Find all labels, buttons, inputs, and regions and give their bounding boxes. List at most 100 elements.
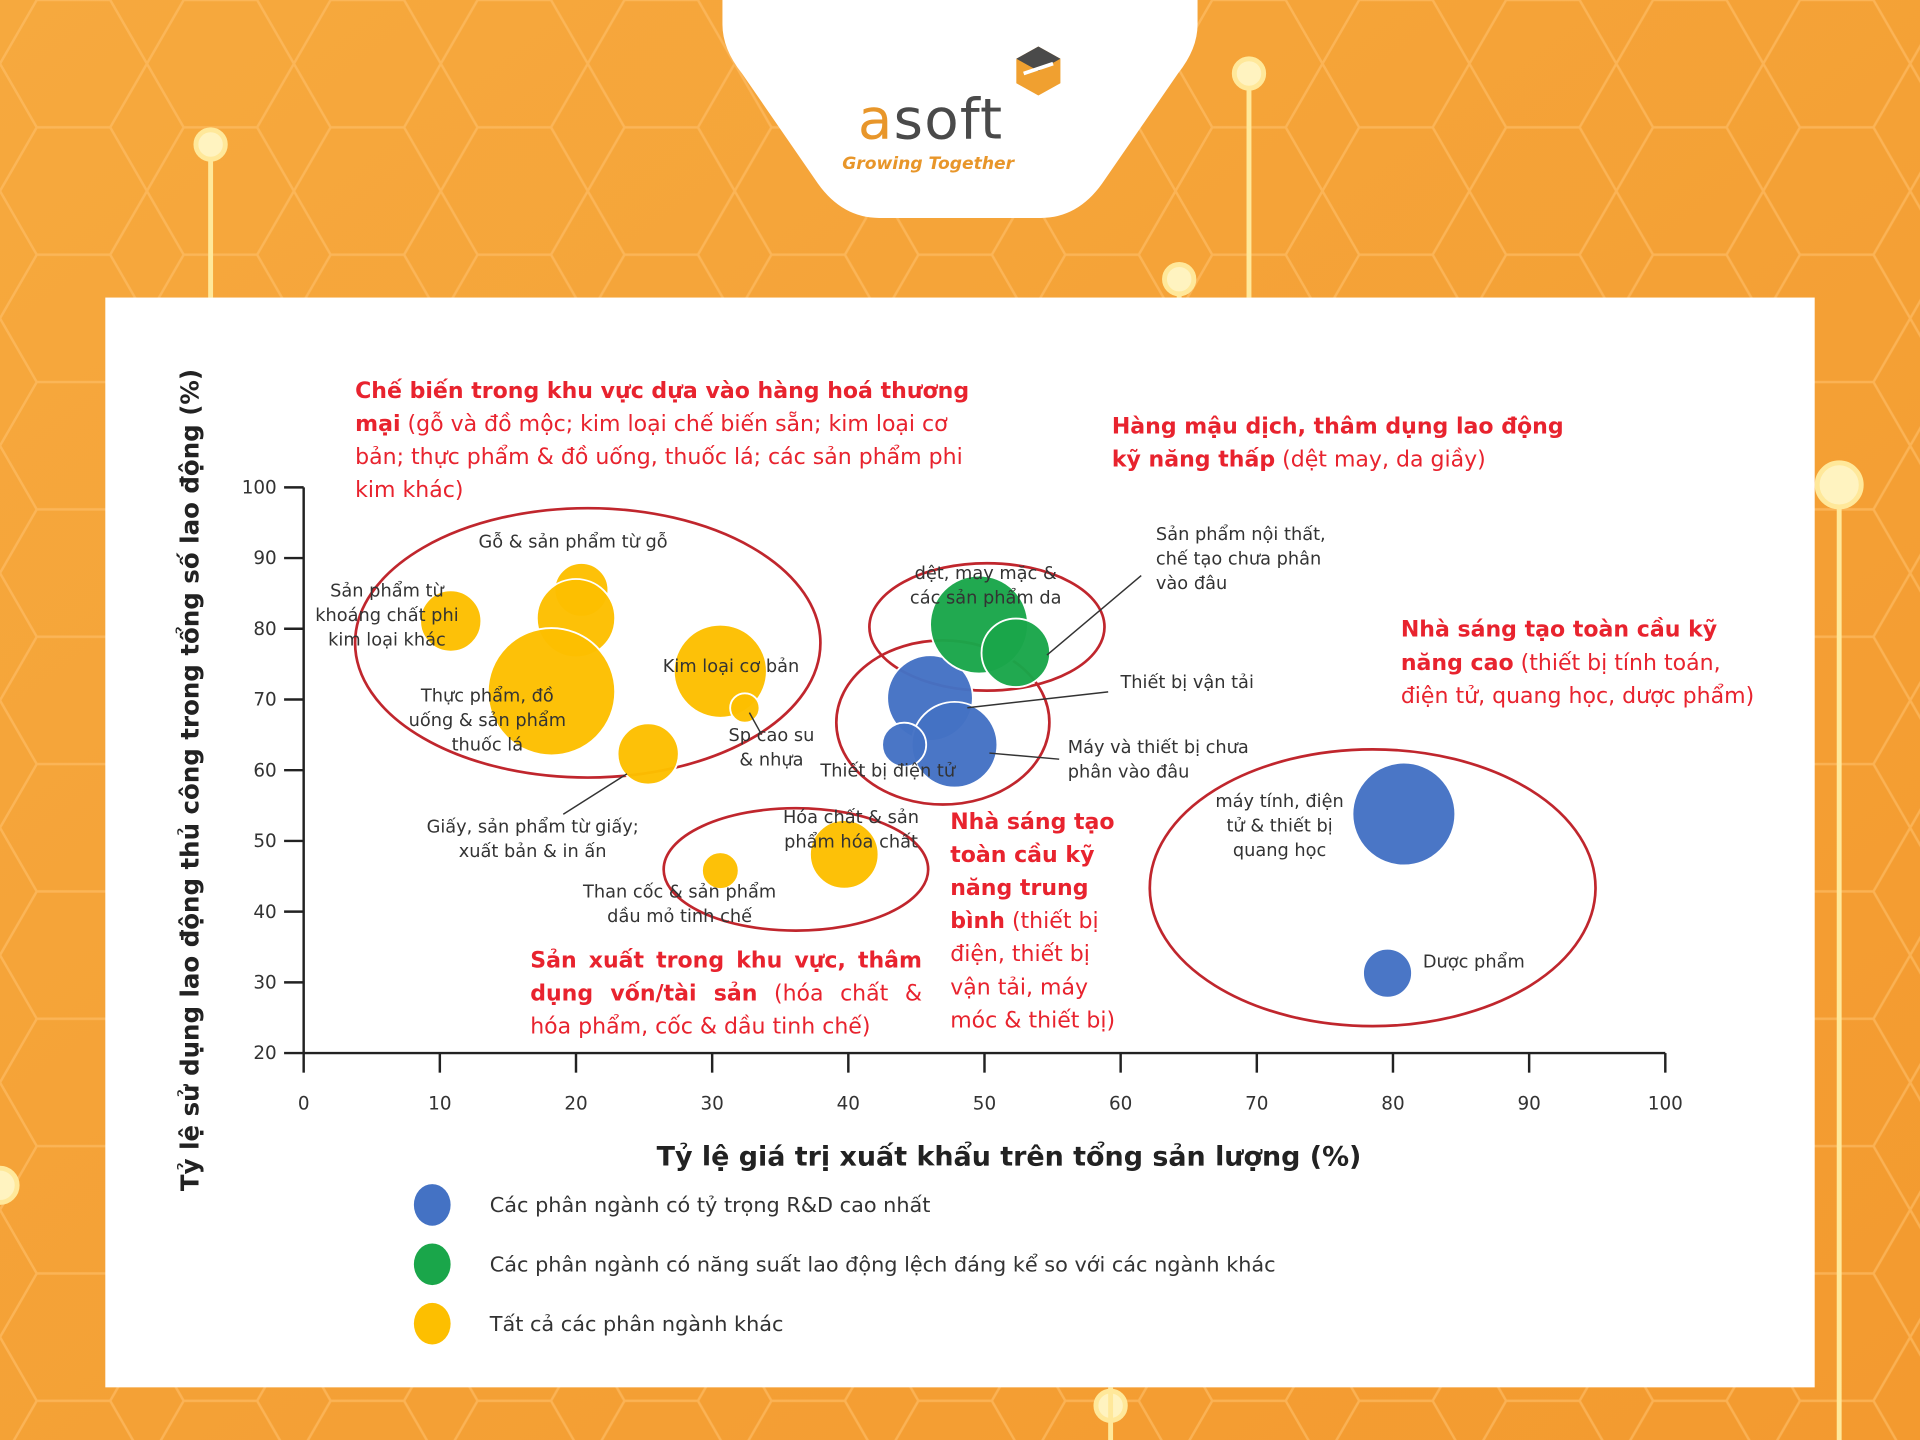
bubble-label: Hóa chất & sản phẩm hóa chất xyxy=(782,808,920,853)
bubble-label: Sp cao su & nhựa xyxy=(728,726,815,771)
group-ellipse xyxy=(662,806,930,932)
x-tick-label: 30 xyxy=(700,1093,723,1114)
x-tick-label: 90 xyxy=(1517,1093,1540,1114)
bubble-label-box: Kim loại cơ bản xyxy=(662,657,800,678)
bubble-label: Thiết bị vận tải xyxy=(1120,673,1254,694)
leader-line xyxy=(748,712,763,736)
x-tick-label: 50 xyxy=(973,1093,996,1114)
bubble-label-box: Thiết bị vận tải xyxy=(1120,673,1254,694)
logo-tab xyxy=(722,0,1198,218)
legend-marker xyxy=(413,1302,451,1345)
bubble-label-box: Sản phẩm từ khoáng chất phi kim loại khá… xyxy=(315,581,459,651)
bubble-label: Gỗ & sản phẩm từ gỗ xyxy=(478,532,668,553)
y-tick-label: 100 xyxy=(242,477,277,498)
group-ellipse xyxy=(868,561,1106,692)
bubble-label-box: Sp cao su & nhựa xyxy=(728,726,815,771)
bubble-label: Than cốc & sản phẩm dầu mỏ tinh chế xyxy=(583,882,777,927)
annotation-title: Nhà sáng tạo toàn cầu kỹ năng cao xyxy=(1400,617,1718,676)
x-axis-title: Tỷ lệ giá trị xuất khẩu trên tổng sản lư… xyxy=(657,1140,1362,1173)
annotation-title: Hàng mậu dịch, thâm dụng lao động kỹ năn… xyxy=(1111,413,1564,473)
legend-label: Các phân ngành có tỷ trọng R&D cao nhất xyxy=(490,1193,931,1217)
bubble-label-box: Gỗ & sản phẩm từ gỗ xyxy=(478,532,668,553)
annotation-text: Sản xuất trong khu vực, thâm dụng vốn/tà… xyxy=(530,944,922,1043)
leader-line xyxy=(1046,574,1142,656)
logo: asoft xyxy=(857,85,1004,152)
y-tick-label: 90 xyxy=(253,548,276,569)
annotation-title: Nhà sáng tạo toàn cầu kỹ năng trung bình xyxy=(950,809,1115,935)
y-tick-label: 60 xyxy=(253,760,276,781)
x-tick-label: 20 xyxy=(564,1093,587,1114)
leader-line xyxy=(967,691,1109,709)
annotation-text: Nhà sáng tạo toàn cầu kỹ năng trung bình… xyxy=(950,806,1121,1037)
bubble-label: Máy và thiết bị chưa phân vào đâu xyxy=(1067,738,1249,783)
legend-marker xyxy=(413,1243,451,1286)
bubble xyxy=(881,721,928,768)
leader-line xyxy=(989,752,1060,760)
annotation-text: Chế biến trong khu vực dựa vào hàng hoá … xyxy=(355,375,992,507)
leader-line xyxy=(562,773,628,815)
bubble-label-box: Giấy, sản phẩm từ giấy; xuất bản & in ấn xyxy=(426,817,639,863)
x-tick-label: 10 xyxy=(428,1093,451,1114)
group-ellipse xyxy=(1148,748,1597,1028)
x-tick-label: 70 xyxy=(1245,1093,1268,1114)
y-tick-label: 30 xyxy=(253,972,276,993)
bubble xyxy=(729,692,761,724)
bubble-label-box: Sản phẩm nội thất, chế tạo chưa phân vào… xyxy=(1155,525,1326,594)
bubble xyxy=(1362,947,1413,999)
bubble-label-box: Máy và thiết bị chưa phân vào đâu xyxy=(1067,738,1249,783)
legend-marker xyxy=(413,1184,451,1226)
group-annotation: Chế biến trong khu vực dựa vào hàng hoá … xyxy=(355,375,992,507)
circuit-lines xyxy=(0,56,1864,1440)
legend-label: Các phân ngành có năng suất lao động lệc… xyxy=(490,1253,1276,1277)
annotation-detail: (thiết bị điện, thiết bị vận tải, máy mó… xyxy=(950,908,1116,1034)
annotation-detail: (gỗ và đồ mộc; kim loại chế biến sẵn; ki… xyxy=(355,411,963,504)
bubble-label-box: máy tính, điện tử & thiết bị quang học xyxy=(1215,792,1343,861)
bubble-label: Thực phẩm, đồ uống & sản phẩm thuốc lá xyxy=(408,686,567,756)
bubble xyxy=(616,722,680,786)
annotation-detail: (hóa chất & hóa phẩm, cốc & dầu tinh chế… xyxy=(530,980,923,1040)
annotation-text: Hàng mậu dịch, thâm dụng lao động kỹ năn… xyxy=(1112,410,1577,476)
bubble-label-box: dệt, may mặc & các sản phẩm da xyxy=(909,564,1062,609)
bubble-label: Thiết bị điện tử xyxy=(820,761,956,782)
annotation-title: Sản xuất trong khu vực, thâm dụng vốn/tà… xyxy=(530,947,923,1007)
chart: 0 10 20 30 40 50 60 70 80 90 100 20 30 40 50 60 70 80 90 10… xyxy=(174,369,1768,1345)
bubble-label-box: Than cốc & sản phẩm dầu mỏ tinh chế xyxy=(583,882,777,927)
y-tick-label: 50 xyxy=(253,831,276,852)
bubble-label-box: Thực phẩm, đồ uống & sản phẩm thuốc lá xyxy=(408,686,567,756)
x-tick-label: 40 xyxy=(837,1093,860,1114)
bubble xyxy=(419,589,483,653)
bubble-label: dệt, may mặc & các sản phẩm da xyxy=(909,564,1062,609)
x-tick-label: 0 xyxy=(298,1093,310,1114)
group-annotation: Hàng mậu dịch, thâm dụng lao động kỹ năn… xyxy=(1112,410,1577,476)
x-tick-label: 100 xyxy=(1648,1093,1683,1114)
bubble-label: Sản phẩm từ khoáng chất phi kim loại khá… xyxy=(315,581,459,651)
bubble xyxy=(486,627,617,757)
y-tick-label: 20 xyxy=(253,1043,276,1064)
bubble-label: Dược phẩm xyxy=(1422,952,1525,973)
legend-label: Tất cả các phân ngành khác xyxy=(489,1312,784,1336)
annotation-title: Chế biến trong khu vực dựa vào hàng hoá … xyxy=(355,378,970,438)
bubble-label: Kim loại cơ bản xyxy=(662,657,800,678)
chart-card xyxy=(105,297,1815,1388)
group-annotation: Nhà sáng tạo toàn cầu kỹ năng cao (thiết… xyxy=(1401,613,1768,712)
bubble xyxy=(701,851,740,890)
bubble xyxy=(1351,761,1457,867)
annotation-text: Nhà sáng tạo toàn cầu kỹ năng cao (thiết… xyxy=(1401,613,1768,712)
tagline: Growing Together xyxy=(842,154,1015,174)
annotation-detail: (thiết bị tính toán, điện tử, quang học,… xyxy=(1400,650,1755,709)
y-tick-label: 40 xyxy=(253,902,276,923)
bubble-label: Giấy, sản phẩm từ giấy; xuất bản & in ấn xyxy=(426,817,639,863)
bubble-label-box: Dược phẩm xyxy=(1422,952,1525,973)
bubble xyxy=(809,819,880,890)
bubble-label-box: Thiết bị điện tử xyxy=(820,761,956,782)
logo-wrap: asoft xyxy=(857,85,1004,152)
group-annotation: Sản xuất trong khu vực, thâm dụng vốn/tà… xyxy=(530,944,922,1043)
group-annotation: Nhà sáng tạo toàn cầu kỹ năng trung bình… xyxy=(950,806,1121,1037)
y-tick-label: 80 xyxy=(253,619,276,640)
bubble-label: Sản phẩm nội thất, chế tạo chưa phân vào… xyxy=(1155,525,1326,594)
x-tick-label: 80 xyxy=(1381,1093,1404,1114)
y-tick-label: 70 xyxy=(253,690,276,711)
annotation-detail: (dệt may, da giầy) xyxy=(1282,446,1486,473)
